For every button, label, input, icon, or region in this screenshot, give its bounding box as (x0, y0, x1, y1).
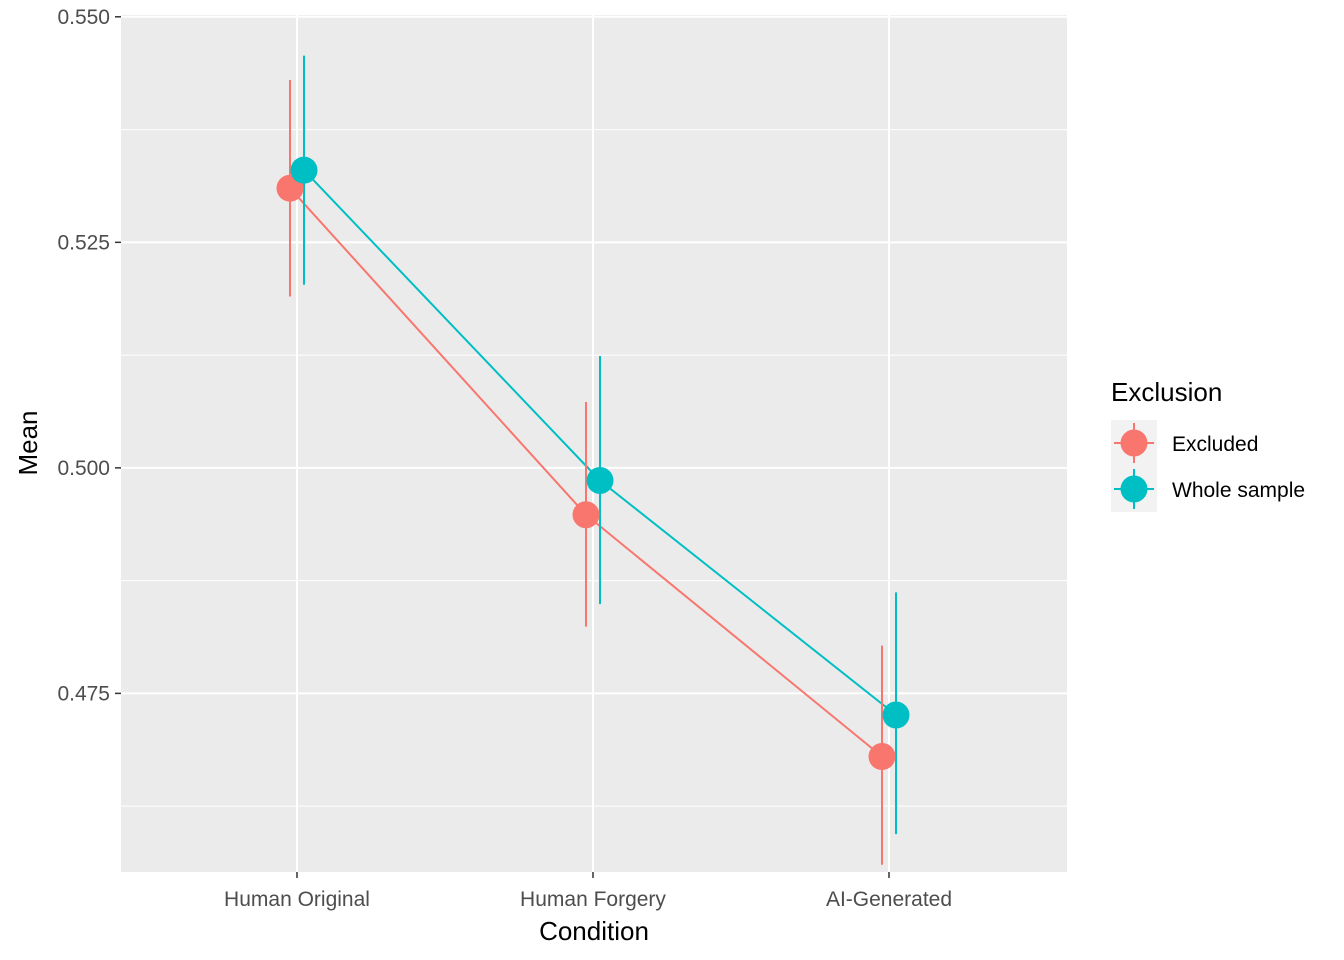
legend-keys: Excluded Whole sample (1111, 420, 1305, 512)
y-tick-label: 0.550 (57, 6, 110, 29)
legend-item: Whole sample (1111, 466, 1305, 512)
data-point (882, 701, 910, 729)
x-axis: Human Original Human Forgery AI-Generated (224, 872, 952, 911)
y-axis-title: Mean (13, 410, 43, 475)
legend-label: Whole sample (1172, 479, 1305, 502)
x-tick-label: AI-Generated (826, 888, 952, 911)
data-point (290, 156, 318, 184)
legend-title: Exclusion (1111, 377, 1222, 407)
x-tick-label: Human Forgery (520, 888, 666, 911)
y-tick-label: 0.475 (57, 682, 110, 705)
major-gridlines (121, 15, 1067, 872)
legend-key-point (1120, 475, 1148, 503)
data-points (276, 156, 910, 771)
x-tick-label: Human Original (224, 888, 370, 911)
x-axis-title: Condition (539, 916, 649, 946)
y-axis: 0.475 0.500 0.525 0.550 (57, 6, 121, 705)
data-point (586, 466, 614, 494)
legend-label: Excluded (1172, 433, 1258, 456)
legend: Exclusion Excluded Whole sample (1111, 377, 1305, 512)
data-point (572, 501, 600, 529)
y-tick-label: 0.500 (57, 457, 110, 480)
legend-key-point (1120, 429, 1148, 457)
legend-item: Excluded (1111, 420, 1258, 466)
data-point (868, 743, 896, 771)
y-tick-label: 0.525 (57, 231, 110, 254)
